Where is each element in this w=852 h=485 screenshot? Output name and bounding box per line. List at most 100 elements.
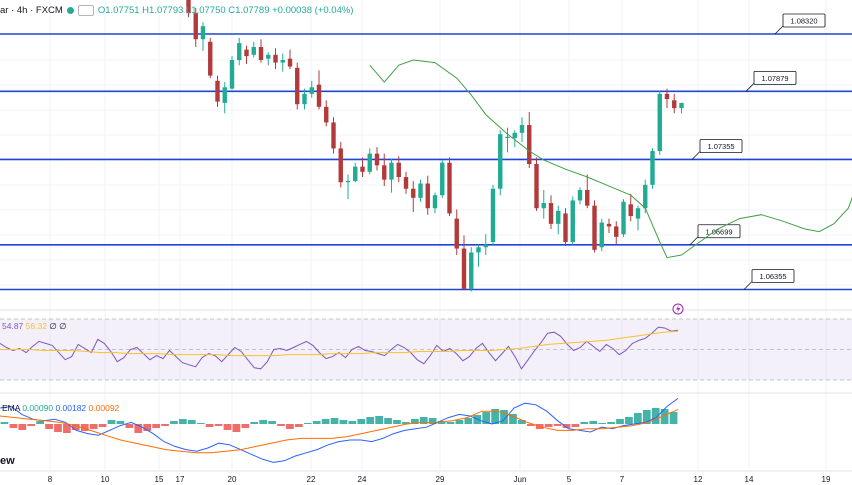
time-axis-label: 7 xyxy=(620,475,625,484)
macd-histogram-bar xyxy=(509,414,517,424)
macd-histogram-bar xyxy=(107,420,116,424)
rsi-empty-2: ∅ xyxy=(59,321,67,331)
candle-body xyxy=(548,203,554,224)
candle-body xyxy=(309,87,314,94)
macd-histogram-bar xyxy=(170,421,178,424)
time-axis-label: 17 xyxy=(176,475,185,484)
macd-label: EMA xyxy=(2,403,20,413)
symbol-label[interactable]: ar · 4h · FXCM xyxy=(0,4,63,16)
toggle-icon[interactable] xyxy=(77,4,94,16)
candle-body xyxy=(425,183,430,209)
candle-body xyxy=(447,162,452,214)
candle-body xyxy=(570,200,575,243)
candle-body xyxy=(505,136,510,139)
rsi-value: 54.87 xyxy=(2,321,24,331)
time-axis-label: 5 xyxy=(567,475,572,484)
macd-histogram-bar xyxy=(36,421,45,424)
alert-bolt-icon xyxy=(676,305,681,313)
macd-histogram-bar xyxy=(187,420,196,424)
macd-line xyxy=(0,397,679,463)
time-axis-label: 15 xyxy=(155,475,164,484)
macd-histogram-bar xyxy=(553,424,562,426)
macd-histogram-bar xyxy=(0,422,9,424)
candle-body xyxy=(599,222,604,248)
macd-histogram-bar xyxy=(286,424,294,429)
level-callout-box xyxy=(782,13,826,28)
candle-body xyxy=(295,67,300,105)
candle-body xyxy=(411,188,416,198)
candle-body xyxy=(374,153,380,166)
candle-body xyxy=(229,60,235,89)
candle-body xyxy=(200,26,206,40)
macd-histogram-bar xyxy=(446,422,455,424)
level-callout-pointer xyxy=(745,83,755,92)
macd-hist-value: 0.00090 xyxy=(22,403,54,413)
rsi-legend: 54.87 56.32 ∅ ∅ xyxy=(2,321,67,332)
macd-histogram-bar xyxy=(526,424,535,426)
candle-body xyxy=(222,87,227,103)
time-axis-label: 19 xyxy=(822,475,831,484)
level-label: 1.06355 xyxy=(759,272,786,281)
macd-histogram-bar xyxy=(375,416,384,424)
macd-histogram-bar xyxy=(214,424,223,426)
macd-histogram-bar xyxy=(562,424,571,428)
candle-body xyxy=(186,0,191,14)
macd-histogram-bar xyxy=(45,424,53,429)
candle-body xyxy=(592,205,597,250)
candle-body xyxy=(461,248,467,289)
candle-body xyxy=(643,184,648,209)
candle-body xyxy=(418,183,423,198)
macd-histogram-bar xyxy=(384,418,392,424)
rsi-ma-line xyxy=(0,330,679,357)
level-callout-box xyxy=(753,70,797,85)
time-axis-label: 10 xyxy=(101,475,110,484)
macd-histogram-bar xyxy=(642,410,651,424)
macd-histogram-bar xyxy=(437,421,446,424)
macd-histogram-bar xyxy=(625,417,633,424)
chart-header: ar · 4h · FXCM O1.07751 H1.07793 L1.0775… xyxy=(0,3,353,17)
candle-body xyxy=(577,190,583,201)
macd-histogram-bar xyxy=(98,424,107,427)
time-axis-label: 8 xyxy=(48,475,53,484)
candle-body xyxy=(396,162,401,178)
macd-histogram-bar xyxy=(518,420,526,424)
macd-histogram-bar xyxy=(393,420,401,424)
candle-body xyxy=(498,134,503,189)
macd-signal-value: 0.00092 xyxy=(88,403,120,413)
candle-body xyxy=(382,165,387,180)
rsi-empty-1: ∅ xyxy=(49,321,57,331)
candle-body xyxy=(440,162,445,196)
candle-body xyxy=(324,106,329,123)
candle-body xyxy=(266,54,271,59)
candle-body xyxy=(302,93,307,105)
time-axis-label: 20 xyxy=(228,475,237,484)
candle-body xyxy=(469,252,474,289)
macd-histogram-bar xyxy=(544,424,553,427)
macd-histogram-bar xyxy=(27,424,36,426)
macd-line-value: 0.00182 xyxy=(55,403,87,413)
macd-histogram-bar xyxy=(669,412,678,424)
macd-histogram-bar xyxy=(571,424,580,427)
macd-histogram-bar xyxy=(330,418,339,424)
rsi-line xyxy=(0,326,679,370)
candle-body xyxy=(628,204,633,217)
macd-histogram-bar xyxy=(63,424,71,433)
macd-histogram-bar xyxy=(9,424,18,428)
candle-body xyxy=(556,210,561,224)
time-axis-label: 24 xyxy=(358,475,367,484)
macd-legend: EMA 0.00090 0.00182 0.00092 xyxy=(2,403,119,413)
macd-histogram-bar xyxy=(250,422,259,424)
candle-body xyxy=(273,54,278,63)
macd-histogram-bar xyxy=(80,424,89,431)
candle-body xyxy=(519,125,525,133)
macd-histogram-bar xyxy=(428,418,437,424)
level-label: 1.07355 xyxy=(707,142,734,151)
macd-signal-line xyxy=(0,409,679,454)
rsi-ma-value: 56.32 xyxy=(25,321,47,331)
macd-histogram-bar xyxy=(277,424,285,426)
macd-histogram-bar xyxy=(116,421,125,424)
macd-histogram-bar xyxy=(464,418,473,424)
macd-histogram-bar xyxy=(357,419,366,424)
macd-histogram-bar xyxy=(419,417,428,424)
